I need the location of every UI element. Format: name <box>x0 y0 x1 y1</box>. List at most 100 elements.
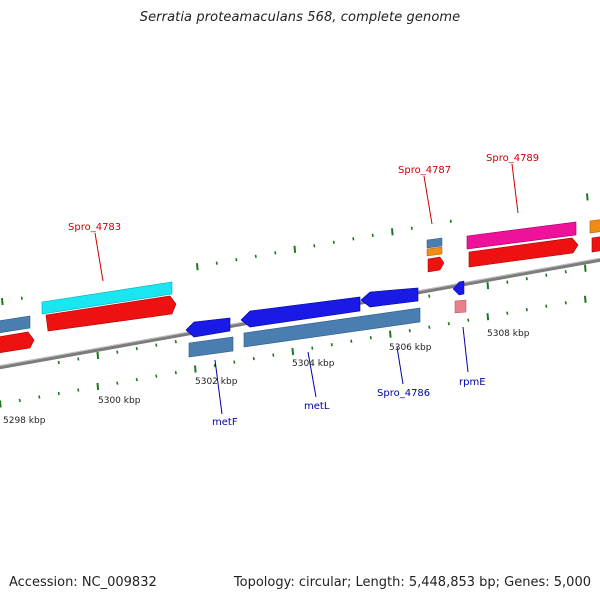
tick-label-5304: 5304 kbp <box>292 359 335 369</box>
tick-mark <box>467 318 470 322</box>
label-metf: metF <box>212 417 238 428</box>
tick-mark <box>391 228 394 236</box>
tick-mark <box>272 353 275 357</box>
tick-mark <box>506 280 509 284</box>
reverse-strand-features <box>185 280 467 358</box>
gene-metl-partner-cds[interactable] <box>243 307 421 348</box>
leader-rpme <box>462 326 469 373</box>
tick-mark <box>174 339 177 344</box>
tick-mark <box>38 395 41 399</box>
tick-mark <box>584 264 587 272</box>
tick-label-5298: 5298 kbp <box>3 416 46 426</box>
tick-mark <box>584 295 587 303</box>
tick-mark <box>525 308 528 312</box>
accession-text: Accession: NC_009832 <box>9 575 157 590</box>
tick-mark <box>564 270 567 274</box>
gene-spro-4789-partner-cds[interactable] <box>468 237 579 268</box>
coordinate-tick-labels: 5298 kbp 5300 kbp 5302 kbp 5304 kbp 5306… <box>3 329 530 426</box>
tick-mark <box>194 365 197 373</box>
tick-mark <box>57 360 60 365</box>
tick-mark <box>350 339 353 343</box>
tick-mark <box>311 346 314 350</box>
gene-spro-4783-cds[interactable] <box>41 281 173 315</box>
tick-row-upper <box>1 193 589 306</box>
tick-mark <box>313 244 316 248</box>
tick-mark <box>20 296 23 300</box>
tick-mark <box>408 329 411 333</box>
gene-spro-4783-partner-cds[interactable] <box>45 295 177 332</box>
tick-mark <box>0 400 2 408</box>
gene-rpme-cds[interactable] <box>452 280 465 296</box>
tick-mark <box>174 370 177 375</box>
gene-spro-4787-steel[interactable] <box>426 237 443 249</box>
tick-mark <box>213 363 216 368</box>
leader-spro-4787 <box>423 175 433 225</box>
tick-mark <box>525 277 528 281</box>
label-spro-4787: Spro_4787 <box>398 165 451 176</box>
tick-row-lower <box>0 295 587 408</box>
tick-mark <box>293 245 297 253</box>
tick-mark <box>155 374 158 378</box>
tick-mark <box>57 391 60 396</box>
label-leaders <box>94 163 519 415</box>
tick-mark <box>352 237 355 241</box>
leader-spro-4783 <box>94 232 104 282</box>
gene-metf-partner-cds[interactable] <box>188 336 234 358</box>
tick-mark <box>449 219 452 223</box>
tick-mark <box>389 330 392 338</box>
tick-label-5302: 5302 kbp <box>195 377 238 387</box>
gene-spro-4786-cds[interactable] <box>360 287 419 308</box>
gene-spro-4787-orange[interactable] <box>426 246 443 257</box>
tick-label-5306: 5306 kbp <box>389 343 432 353</box>
tick-label-5308: 5308 kbp <box>487 329 530 339</box>
label-spro-4789: Spro_4789 <box>486 153 539 164</box>
label-spro-4786: Spro_4786 <box>377 388 430 399</box>
gene-left-red-cds[interactable] <box>0 331 35 354</box>
gene-right-orange-cds[interactable] <box>589 219 600 234</box>
gene-metl-cds[interactable] <box>240 296 361 328</box>
tick-mark <box>371 233 374 237</box>
tick-mark <box>586 193 589 201</box>
label-rpme: rpmE <box>459 377 486 388</box>
tick-mark <box>1 298 4 306</box>
tick-mark <box>235 258 238 262</box>
tick-mark <box>447 322 450 326</box>
map-title: Serratia proteamaculans 568, complete ge… <box>139 10 461 25</box>
tick-mark <box>428 325 431 329</box>
tick-mark <box>486 282 490 290</box>
tick-mark <box>135 377 138 382</box>
gene-left-steel-cds[interactable] <box>0 315 31 334</box>
gene-right-red-cds[interactable] <box>591 236 600 253</box>
tick-mark <box>410 226 413 230</box>
gene-metf-cds[interactable] <box>185 317 231 338</box>
tick-mark <box>330 343 333 347</box>
leader-spro-4789 <box>511 163 519 214</box>
gene-labels: Spro_4783 Spro_4787 Spro_4789 metF metL … <box>68 153 539 428</box>
tick-mark <box>77 388 80 392</box>
tick-mark <box>332 240 335 244</box>
gene-spro-4787-red[interactable] <box>427 256 445 273</box>
genome-stats-text: Topology: circular; Length: 5,448,853 bp… <box>233 575 591 590</box>
tick-mark <box>96 351 100 360</box>
tick-mark <box>116 350 119 354</box>
gene-spro-4789-cds[interactable] <box>466 221 577 250</box>
leader-metf <box>214 359 223 415</box>
tick-mark <box>274 251 277 255</box>
leader-spro-4786 <box>396 346 404 385</box>
gene-rpme-partner-cds[interactable] <box>454 299 467 314</box>
tick-mark <box>116 381 119 385</box>
tick-mark <box>233 360 236 364</box>
tick-mark <box>135 346 138 351</box>
tick-mark <box>564 301 567 305</box>
tick-mark <box>545 273 548 277</box>
label-spro-4783: Spro_4783 <box>68 222 121 233</box>
tick-mark <box>291 348 295 356</box>
tick-mark <box>196 263 199 271</box>
label-metl: metL <box>304 401 330 412</box>
tick-mark <box>155 343 158 347</box>
tick-row-middle <box>57 264 587 365</box>
tick-mark <box>96 382 100 391</box>
tick-mark <box>545 304 548 308</box>
